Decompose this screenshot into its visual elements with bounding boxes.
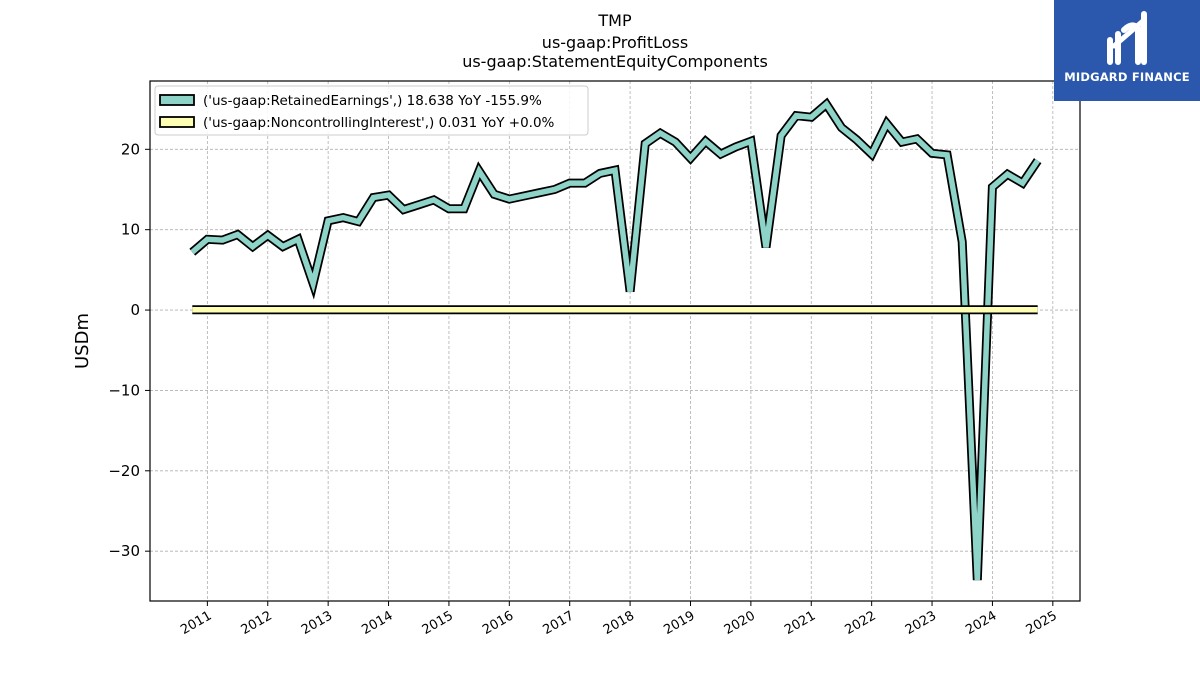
x-tick-label: 2023 [903, 608, 939, 638]
legend-label: ('us-gaap:RetainedEarnings',) 18.638 YoY… [203, 93, 542, 109]
x-tick-label: 2016 [480, 608, 516, 638]
plot-area-frame [149, 80, 1081, 602]
y-axis: −30 −20 −10 0 10 20 [108, 140, 150, 560]
y-tick-label: −20 [108, 462, 140, 480]
x-tick-label: 2022 [842, 608, 878, 638]
y-tick-label: 10 [121, 221, 140, 239]
x-tick-label: 2012 [239, 608, 275, 638]
grid [150, 81, 1080, 601]
chart-title-line-2: us-gaap:ProfitLoss [542, 33, 688, 52]
legend-swatch [159, 94, 195, 106]
x-tick-label: 2017 [541, 608, 577, 638]
x-tick-label: 2024 [963, 608, 999, 638]
logo-mark-icon [1107, 11, 1147, 65]
legend-swatch [159, 116, 195, 128]
x-tick-label: 2018 [601, 608, 637, 638]
logo-text: MIDGARD FINANCE [1064, 70, 1190, 84]
x-axis: 2011 2012 2013 2014 2015 2016 2017 2018 2019 2020… [178, 601, 1060, 638]
x-tick-label: 2015 [420, 608, 456, 638]
chart-title-line-1: TMP [597, 11, 632, 30]
series-1-line [190, 100, 1040, 581]
x-tick-label: 2011 [178, 608, 214, 638]
chart-title-line-3: us-gaap:StatementEquityComponents [462, 52, 768, 71]
x-tick-label: 2020 [722, 608, 758, 638]
x-tick-label: 2019 [661, 608, 697, 638]
x-tick-label: 2021 [782, 608, 818, 638]
series-layer [189, 97, 1042, 581]
y-tick-label: −10 [108, 381, 140, 399]
legend-label: ('us-gaap:NoncontrollingInterest',) 0.03… [203, 115, 555, 131]
midgard-finance-logo: MIDGARD FINANCE [1054, 0, 1200, 101]
y-tick-label: −30 [108, 542, 140, 560]
x-tick-label: 2013 [299, 608, 335, 638]
legend-box [154, 85, 589, 136]
x-tick-label: 2025 [1024, 608, 1060, 638]
x-tick-label: 2014 [359, 608, 395, 638]
legend: ('us-gaap:RetainedEarnings',) 18.638 YoY… [154, 85, 589, 136]
y-axis-label: USDm [72, 313, 93, 369]
y-tick-label: 0 [130, 301, 140, 319]
y-tick-label: 20 [121, 140, 140, 158]
chart-title: TMP us-gaap:ProfitLoss us-gaap:Statement… [462, 11, 768, 71]
